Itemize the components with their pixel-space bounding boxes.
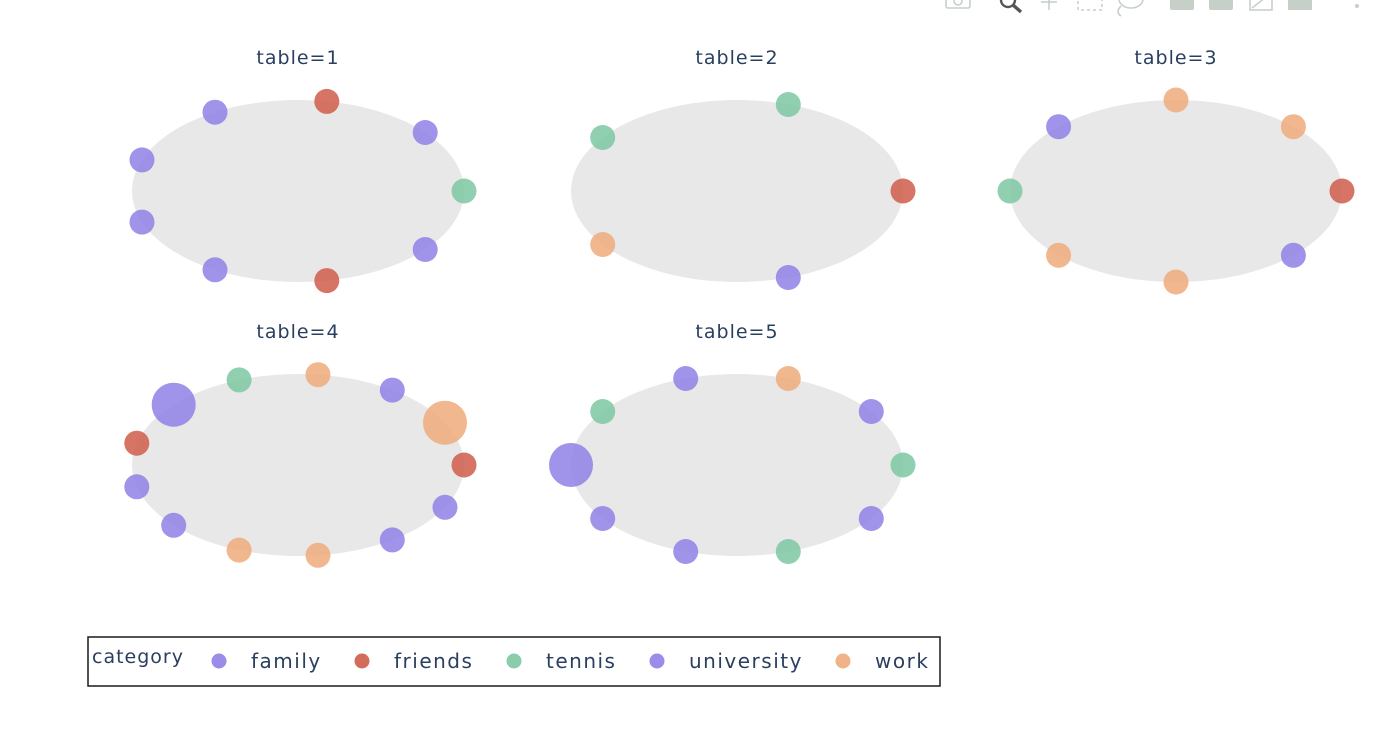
seat-point-university[interactable] — [412, 237, 438, 262]
box-select-icon[interactable] — [1077, 0, 1103, 11]
panel-table-3: table=3 — [997, 47, 1355, 295]
zoom-icon[interactable] — [999, 0, 1023, 14]
camera-icon[interactable] — [945, 0, 971, 9]
seat-point-university[interactable] — [590, 506, 616, 531]
seat-point-university[interactable] — [202, 257, 228, 283]
more-icon[interactable] — [1355, 0, 1359, 8]
panel-table-4: table=4 — [124, 321, 477, 568]
table-ellipse — [571, 374, 903, 556]
legend-label-university[interactable]: university — [689, 649, 803, 673]
seat-point-university[interactable] — [151, 382, 196, 427]
legend-label-friends[interactable]: friends — [394, 649, 473, 673]
seat-point-tennis[interactable] — [590, 125, 616, 150]
seat-point-university[interactable] — [432, 494, 458, 520]
legend: category family friends tennis university wo… — [87, 636, 941, 687]
seat-point-university[interactable] — [549, 443, 593, 487]
panel-table-2: table=2 — [571, 47, 916, 290]
legend-title: category — [92, 646, 184, 668]
seat-point-university[interactable] — [129, 209, 155, 235]
seat-point-friends[interactable] — [1329, 178, 1355, 204]
table-ellipse — [132, 374, 464, 556]
seat-point-university[interactable] — [379, 377, 405, 403]
seat-point-work[interactable] — [423, 400, 467, 445]
seat-point-university[interactable] — [202, 99, 228, 125]
legend-label-family[interactable]: family — [251, 649, 322, 673]
legend-marker-friends[interactable] — [354, 653, 370, 669]
panel-table-5: table=5 — [549, 321, 916, 564]
seat-point-tennis[interactable] — [226, 367, 252, 393]
seat-point-work[interactable] — [1163, 269, 1189, 295]
seat-point-tennis[interactable] — [451, 178, 477, 204]
legend-marker-university[interactable] — [649, 653, 665, 669]
seat-point-work[interactable] — [590, 232, 616, 257]
seat-point-work[interactable] — [1163, 87, 1189, 113]
seat-point-university[interactable] — [379, 527, 405, 553]
legend-marker-family[interactable] — [211, 653, 227, 669]
seat-point-tennis[interactable] — [890, 452, 916, 478]
seat-point-tennis[interactable] — [775, 92, 801, 117]
seat-point-university[interactable] — [1280, 242, 1306, 268]
modebar — [945, 0, 1359, 17]
seat-point-work[interactable] — [305, 542, 331, 568]
seat-point-university[interactable] — [673, 366, 699, 391]
seat-point-friends[interactable] — [314, 88, 340, 114]
seat-point-tennis[interactable] — [775, 539, 801, 564]
home-icon[interactable] — [1288, 0, 1312, 10]
seat-point-work[interactable] — [1280, 114, 1306, 140]
seat-point-work[interactable] — [1046, 242, 1072, 268]
seat-point-work[interactable] — [226, 537, 252, 563]
seat-point-work[interactable] — [305, 362, 331, 388]
seat-point-friends[interactable] — [451, 452, 477, 478]
seat-point-university[interactable] — [858, 506, 884, 531]
seat-point-university[interactable] — [1046, 114, 1072, 140]
panel-title: table=4 — [256, 321, 339, 343]
lasso-icon[interactable] — [1117, 0, 1144, 17]
seat-point-friends[interactable] — [314, 268, 340, 294]
seat-point-friends[interactable] — [124, 430, 150, 456]
legend-marker-work[interactable] — [835, 653, 851, 669]
seat-point-university[interactable] — [124, 474, 150, 500]
autoscale-icon[interactable] — [1249, 0, 1273, 11]
table-ellipse — [1010, 100, 1342, 282]
pan-icon[interactable] — [1041, 0, 1057, 10]
zoom-in-icon[interactable] — [1170, 0, 1194, 10]
table-ellipse — [132, 100, 464, 282]
seat-point-family[interactable] — [412, 120, 438, 145]
panel-title: table=1 — [256, 47, 339, 69]
seat-point-university[interactable] — [858, 399, 884, 424]
seat-point-friends[interactable] — [890, 178, 916, 204]
facet-panels: table=1 table=2 table=3 table=4 table=5 — [124, 47, 1355, 568]
panel-title: table=5 — [695, 321, 778, 343]
legend-label-work[interactable]: work — [875, 649, 929, 673]
seat-point-university[interactable] — [775, 265, 801, 290]
seat-point-tennis[interactable] — [997, 178, 1023, 204]
legend-label-tennis[interactable]: tennis — [546, 649, 616, 673]
seat-point-work[interactable] — [775, 366, 801, 391]
table-ellipse — [571, 100, 903, 282]
panel-table-1: table=1 — [129, 47, 477, 294]
panel-title: table=2 — [695, 47, 778, 69]
legend-marker-tennis[interactable] — [506, 653, 522, 669]
seat-point-university[interactable] — [161, 512, 187, 538]
seat-point-university[interactable] — [129, 147, 155, 173]
seat-point-tennis[interactable] — [590, 399, 616, 424]
seat-point-university[interactable] — [673, 539, 699, 564]
panel-title: table=3 — [1134, 47, 1217, 69]
zoom-out-icon[interactable] — [1209, 0, 1233, 10]
